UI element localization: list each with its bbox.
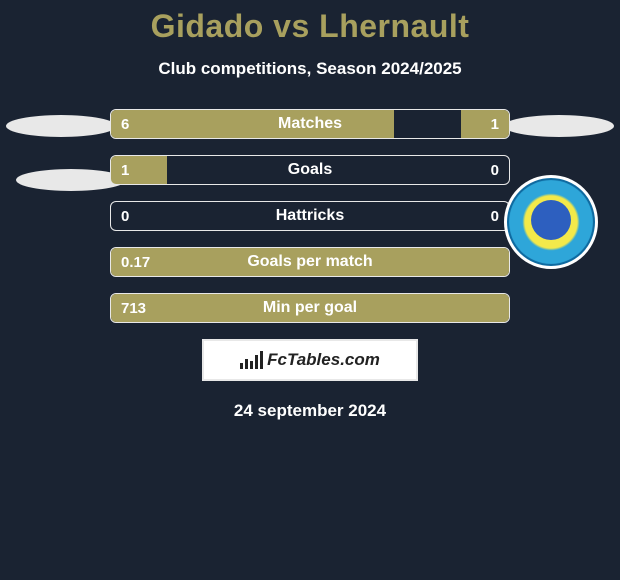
stat-fill-left xyxy=(111,248,509,276)
stat-row-goals-per-match: 0.17 Goals per match xyxy=(110,247,510,277)
brand-text: FcTables.com xyxy=(267,350,380,370)
stat-fill-left xyxy=(111,156,167,184)
stat-fill-right xyxy=(461,110,509,138)
date-line: 24 september 2024 xyxy=(0,401,620,421)
stat-mid xyxy=(167,156,509,184)
stat-row-matches: 6 Matches 1 xyxy=(110,109,510,139)
subtitle: Club competitions, Season 2024/2025 xyxy=(0,59,620,79)
player-left-marker-1 xyxy=(6,115,116,137)
player-right-marker xyxy=(504,115,614,137)
stat-row-goals: 1 Goals 0 xyxy=(110,155,510,185)
brand-box[interactable]: FcTables.com xyxy=(202,339,418,381)
stat-mid xyxy=(394,110,462,138)
chart-bars-icon xyxy=(240,351,263,369)
stat-fill-left xyxy=(111,294,509,322)
stat-fill-left xyxy=(111,110,394,138)
comparison-card: Gidado vs Lhernault Club competitions, S… xyxy=(0,0,620,421)
stat-mid xyxy=(111,202,509,230)
page-title: Gidado vs Lhernault xyxy=(0,8,620,45)
stat-row-min-per-goal: 713 Min per goal xyxy=(110,293,510,323)
stat-row-hattricks: 0 Hattricks 0 xyxy=(110,201,510,231)
club-badge-icon xyxy=(504,175,598,269)
